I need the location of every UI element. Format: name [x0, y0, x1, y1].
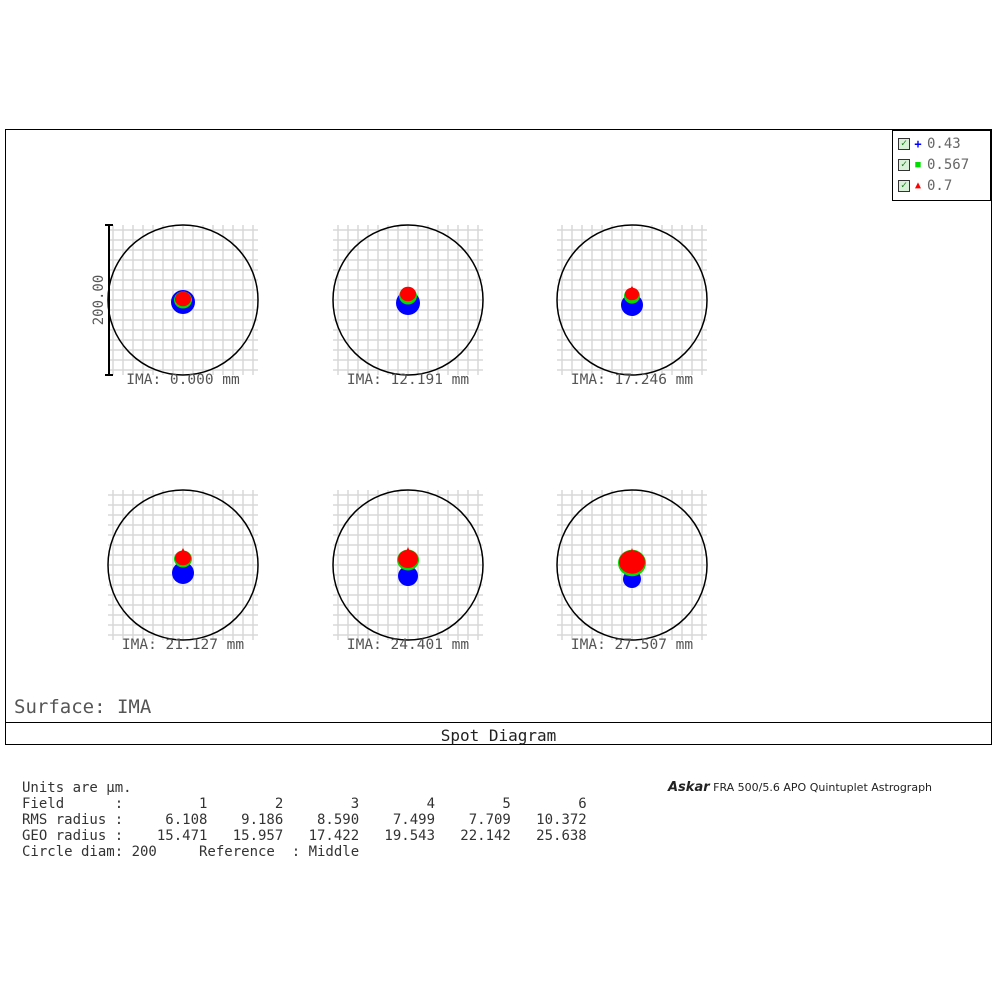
surface-label: Surface: IMA [14, 696, 152, 718]
airy-reference-circle [332, 224, 484, 376]
field-panel-1: IMA: 0.000 mm [107, 224, 259, 388]
legend-label-1: 0.43 [927, 136, 961, 152]
stats-field-row: Field : 1 2 3 4 5 6 [22, 796, 587, 812]
panel-grid [108, 490, 258, 640]
brand-logo: Askar [668, 780, 710, 795]
field-panel-2: IMA: 12.191 mm [332, 224, 484, 388]
spot-tip [403, 287, 413, 294]
legend-item-2[interactable]: ✓ ■ 0.567 [898, 156, 969, 174]
red-triangle-marker-icon: ▲ [914, 180, 922, 191]
wavelength-legend: ✓ +0.43 ✓ ■ 0.567 ✓ ▲ 0.7 [892, 130, 991, 201]
legend-checkbox-1-icon[interactable]: ✓ [898, 138, 910, 150]
ima-label-6: IMA: 27.507 mm [571, 637, 693, 653]
ima-label-5: IMA: 24.401 mm [347, 637, 469, 653]
panel-grid [333, 490, 483, 640]
legend-label-2: 0.567 [927, 157, 970, 173]
spot-diagram-plot: IMA: 0.000 mm IMA: 12.191 mm IMA: 17.246 m… [91, 224, 708, 653]
brand-caption: Askar FRA 500/5.6 APO Quintuplet Astrogr… [668, 780, 932, 795]
field-panel-4: IMA: 21.127 mm [107, 489, 259, 653]
green-square-marker-icon: ■ [915, 160, 921, 170]
spot-tip [178, 548, 188, 558]
field-panel-3: IMA: 17.246 mm [556, 224, 708, 388]
airy-reference-circle [556, 224, 708, 376]
legend-item-3[interactable]: ✓ ▲ 0.7 [898, 177, 952, 195]
scale-bar: 200.00 [91, 224, 113, 376]
spot-statistics: Units are µm. Field : 1 2 3 4 5 6 RMS radi… [22, 780, 587, 860]
legend-label-3: 0.7 [927, 178, 953, 194]
airy-reference-circle [556, 489, 708, 641]
spot-tip [627, 286, 637, 294]
stats-rms-row: RMS radius : 6.108 9.186 8.590 7.499 7.7… [22, 812, 587, 828]
ima-label-2: IMA: 12.191 mm [347, 372, 469, 388]
ima-label-1: IMA: 0.000 mm [126, 372, 240, 388]
spot-tip [178, 296, 188, 299]
panel-grid [557, 490, 707, 640]
ima-label-4: IMA: 21.127 mm [122, 637, 244, 653]
airy-reference-circle [107, 489, 259, 641]
field-panel-6: IMA: 27.507 mm [556, 489, 708, 653]
stats-units: Units are µm. [22, 780, 132, 796]
airy-reference-circle [332, 489, 484, 641]
panel-grid [557, 225, 707, 375]
blue-plus-marker-icon: + [914, 137, 922, 151]
plot-frame [5, 129, 992, 745]
diagram-title: Spot Diagram [5, 722, 992, 747]
stats-circle-row: Circle diam: 200 Reference : Middle [22, 844, 360, 860]
spot-tip [627, 548, 637, 562]
legend-checkbox-2-icon[interactable]: ✓ [898, 159, 910, 171]
legend-item-1[interactable]: ✓ +0.43 [898, 135, 961, 153]
spot-tip [403, 547, 413, 559]
legend-checkbox-3-icon[interactable]: ✓ [898, 180, 910, 192]
field-panel-5: IMA: 24.401 mm [332, 489, 484, 653]
brand-model: FRA 500/5.6 APO Quintuplet Astrograph [713, 781, 933, 794]
scale-bar-label: 200.00 [91, 275, 107, 326]
stats-geo-row: GEO radius : 15.471 15.957 17.422 19.543… [22, 828, 587, 844]
ima-label-3: IMA: 17.246 mm [571, 372, 693, 388]
spot-wavelength-1 [398, 566, 418, 586]
spot-wavelength-1 [172, 562, 194, 584]
